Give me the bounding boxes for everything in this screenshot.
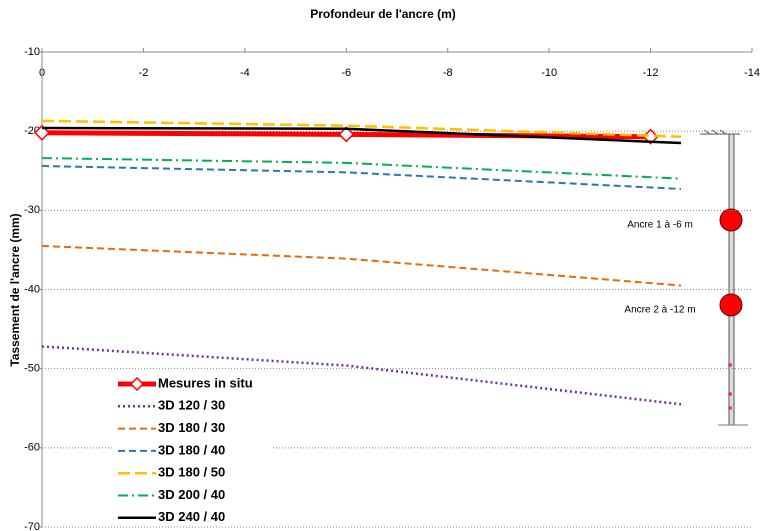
x-tick-label: -14 [744, 67, 760, 79]
annotation: Ancre 1 à -6 m [627, 220, 693, 231]
series-line [41, 345, 682, 406]
marker [338, 126, 355, 143]
series-line [41, 244, 682, 287]
x-tick-label: -2 [139, 67, 149, 79]
legend-label: Mesures in situ [158, 375, 253, 390]
legend-label: 3D 180 / 50 [158, 465, 225, 480]
series-line [41, 165, 682, 190]
y-tick-label: -40 [24, 283, 40, 295]
legend-label: 3D 120 / 30 [158, 398, 225, 413]
x-tick-label: -4 [240, 67, 250, 79]
y-tick-label: -60 [24, 442, 40, 454]
y-tick-label: -70 [24, 521, 40, 531]
annotation: Ancre 2 à -12 m [624, 305, 695, 316]
legend-box [112, 372, 272, 526]
chart-title: Profondeur de l'ancre (m) [310, 7, 456, 21]
anchor-diagram [700, 129, 748, 426]
legend-label: 3D 240 / 40 [158, 509, 225, 524]
legend-label: 3D 180 / 40 [158, 442, 225, 457]
y-tick-label: -50 [24, 363, 40, 375]
legend-label: 3D 180 / 30 [158, 420, 225, 435]
y-tick-label: -10 [24, 46, 40, 58]
legend-label: 3D 200 / 40 [158, 487, 225, 502]
x-tick-label: -12 [643, 67, 659, 79]
series-line [41, 157, 682, 180]
series-line [41, 126, 682, 145]
y-axis-label: Tassement de l'ancre (mm) [8, 213, 22, 366]
x-tick-label: -10 [541, 67, 557, 79]
y-tick-label: -30 [24, 204, 40, 216]
legend-marker [129, 376, 145, 392]
x-tick-label: -6 [341, 67, 351, 79]
x-tick-label: -8 [443, 67, 453, 79]
series-line [41, 119, 682, 138]
